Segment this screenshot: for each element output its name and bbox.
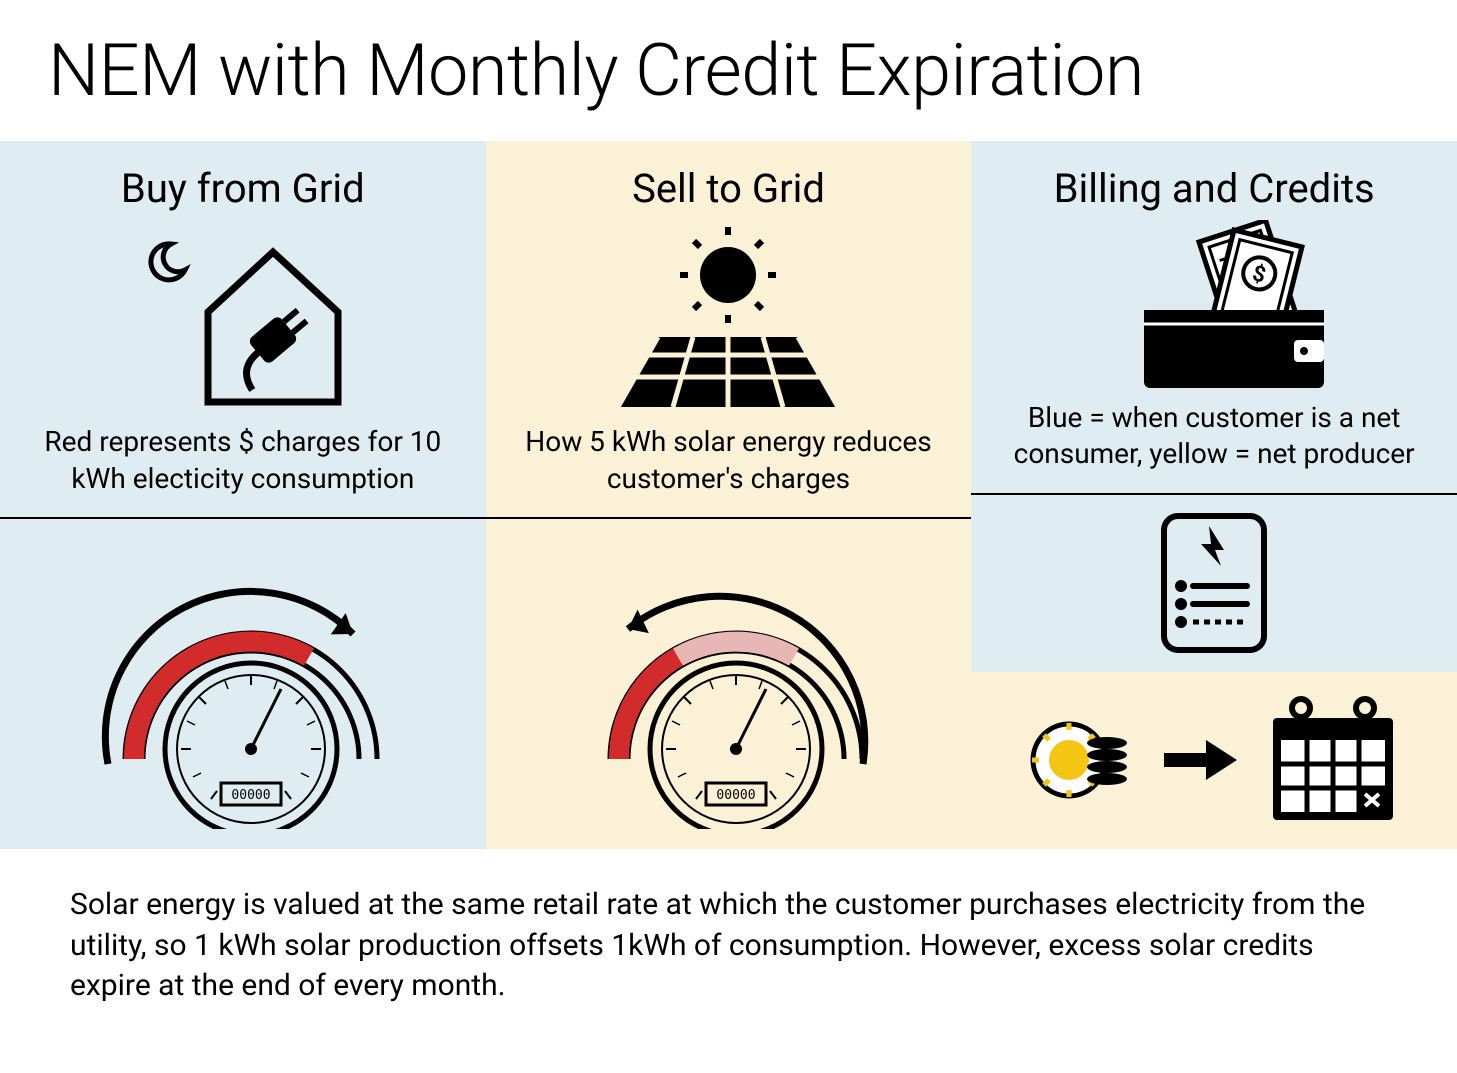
gauge-forward-icon: 00000 <box>53 539 433 829</box>
billing-caption: Blue = when customer is a net consumer, … <box>1001 400 1427 473</box>
gauge-reverse-icon: 00000 <box>538 539 918 829</box>
arrow-right-icon <box>1159 735 1239 785</box>
footer-text: Solar energy is valued at the same retai… <box>0 849 1457 1027</box>
buy-top-cell: Buy from Grid Red represents $ ch <box>0 141 486 519</box>
billing-heading: Billing and Credits <box>1054 165 1375 212</box>
solar-panel-icon <box>608 220 848 424</box>
credits-expire-area <box>971 672 1457 849</box>
buy-heading: Buy from Grid <box>121 165 365 212</box>
sell-heading: Sell to Grid <box>632 165 825 212</box>
gauge-counter: 00000 <box>231 788 270 803</box>
billing-top-cell: Billing and Credits $ <box>971 141 1457 495</box>
buy-caption: Red represents $ charges for 10 kWh elec… <box>30 424 456 497</box>
wallet-money-icon: $ <box>1084 220 1344 400</box>
infographic-grid: Buy from Grid Red represents $ ch <box>0 141 1457 849</box>
sun-coins-icon <box>1025 705 1135 815</box>
column-sell: Sell to Grid <box>486 141 972 849</box>
house-plug-icon <box>113 220 373 424</box>
sell-top-cell: Sell to Grid <box>486 141 972 519</box>
column-billing: Billing and Credits $ <box>971 141 1457 849</box>
billing-bottom-cell <box>971 495 1457 849</box>
sell-gauge-cell: 00000 <box>486 519 972 849</box>
buy-gauge-cell: 00000 <box>0 519 486 849</box>
gauge-counter: 00000 <box>717 788 756 803</box>
bill-document-icon <box>1149 508 1279 658</box>
calendar-expire-icon <box>1263 690 1403 830</box>
column-buy: Buy from Grid Red represents $ ch <box>0 141 486 849</box>
page-title: NEM with Monthly Credit Expiration <box>0 0 1457 141</box>
sell-caption: How 5 kWh solar energy reduces customer'… <box>516 424 942 497</box>
bill-document-area <box>971 495 1457 672</box>
